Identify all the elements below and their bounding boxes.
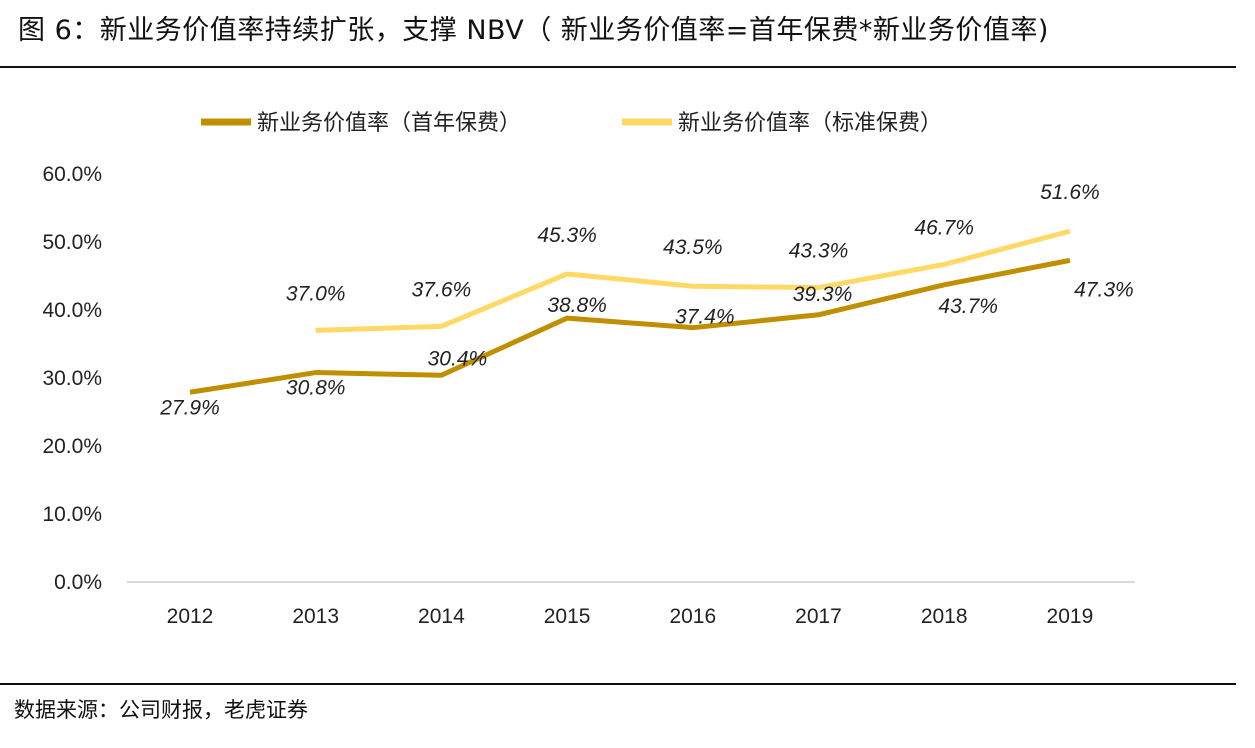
y-tick-label: 40.0% — [42, 299, 102, 322]
x-tick-label: 2015 — [544, 605, 591, 628]
series-group — [189, 228, 1071, 395]
x-axis: 2012 2013 2014 2015 2016 2017 2018 2019 — [127, 581, 1135, 628]
data-label: 30.4% — [428, 347, 488, 370]
data-label: 39.3% — [793, 283, 853, 306]
bottom-divider — [0, 683, 1236, 685]
y-axis: 0.0% 10.0% 20.0% 30.0% 40.0% 50.0% 60.0% — [42, 163, 102, 594]
x-tick-label: 2019 — [1047, 605, 1094, 628]
y-tick-label: 0.0% — [54, 571, 102, 594]
data-label: 43.3% — [789, 240, 849, 263]
legend-label-1: 新业务价值率（首年保费） — [257, 111, 521, 136]
data-label: 51.6% — [1040, 181, 1100, 204]
y-tick-label: 60.0% — [42, 163, 102, 186]
line-chart: 新业务价值率（首年保费） 新业务价值率（标准保费） 0.0% 10.0% 20.0% 3… — [42, 111, 1135, 628]
legend: 新业务价值率（首年保费） 新业务价值率（标准保费） — [201, 111, 942, 136]
x-tick-label: 2014 — [418, 605, 465, 628]
x-tick-label: 2012 — [167, 605, 214, 628]
x-tick-label: 2016 — [669, 605, 716, 628]
series-line-2 — [315, 228, 1071, 333]
x-tick-label: 2017 — [795, 605, 842, 628]
source-note: 数据来源：公司财报，老虎证券 — [14, 698, 308, 722]
chart-title: 图 6：新业务价值率持续扩张，支撑 NBV（ 新业务价值率=首年保费*新业务价值… — [18, 15, 1049, 46]
data-label: 37.4% — [675, 306, 735, 329]
data-label: 43.7% — [938, 295, 998, 318]
data-label: 27.9% — [159, 396, 220, 419]
data-label: 37.0% — [286, 282, 346, 305]
data-labels: 27.9% 30.8% 30.4% 38.8% 37.4% 39.3% 43.7% 47.3%… — [159, 181, 1133, 419]
data-label: 43.5% — [663, 236, 723, 259]
data-label: 38.8% — [547, 294, 607, 317]
y-tick-label: 30.0% — [42, 367, 102, 390]
x-tick-label: 2018 — [921, 605, 968, 628]
data-label: 45.3% — [537, 224, 597, 247]
x-tick-label: 2013 — [292, 605, 339, 628]
series-line-1 — [189, 257, 1071, 395]
y-tick-label: 10.0% — [42, 503, 102, 526]
y-tick-label: 50.0% — [42, 231, 102, 254]
data-label: 30.8% — [286, 377, 346, 400]
top-divider — [0, 66, 1236, 68]
data-label: 47.3% — [1074, 278, 1134, 301]
legend-label-2: 新业务价值率（标准保费） — [678, 111, 942, 136]
data-label: 46.7% — [914, 216, 974, 239]
data-label: 37.6% — [412, 278, 472, 301]
y-tick-label: 20.0% — [42, 435, 102, 458]
